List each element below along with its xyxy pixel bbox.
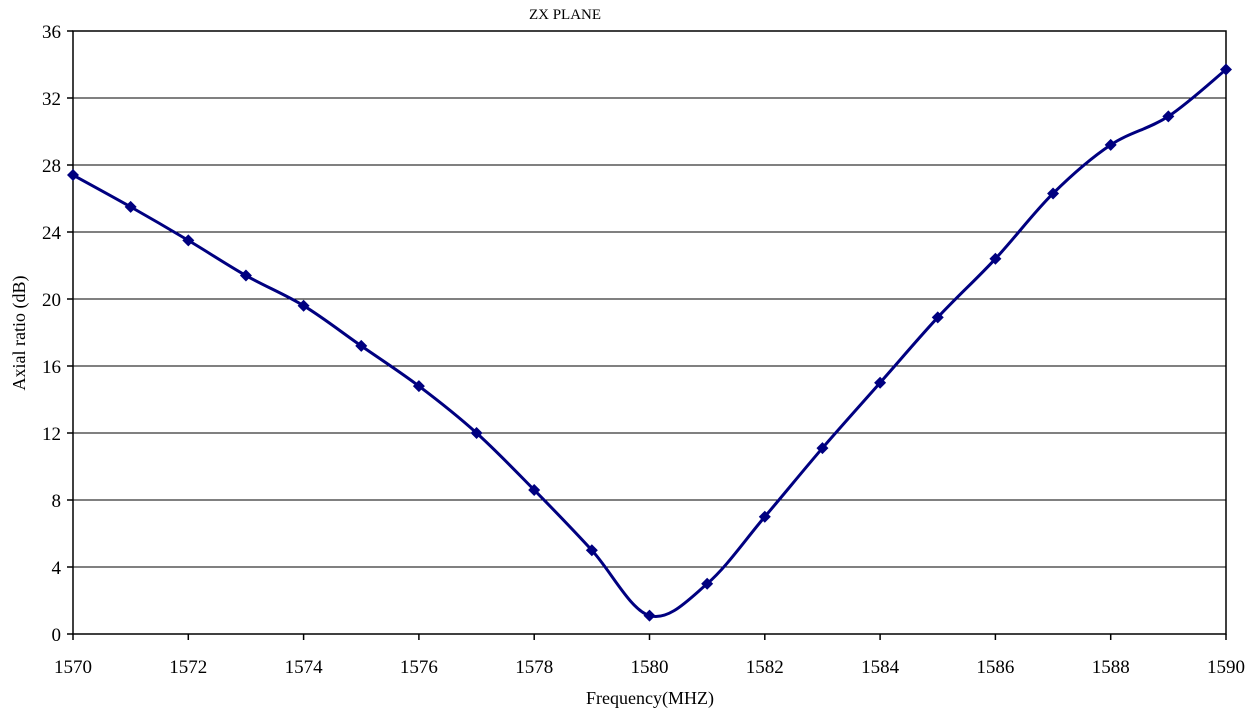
x-tick-label: 1584: [861, 657, 900, 678]
x-tick-label: 1586: [976, 657, 1014, 678]
data-point-marker: [1220, 63, 1232, 76]
x-tick-label: 1588: [1092, 657, 1130, 678]
data-point-marker: [758, 510, 771, 523]
gridlines: [73, 97, 1226, 568]
x-tick-label: 1578: [515, 657, 553, 678]
data-point-marker: [874, 376, 887, 389]
y-tick-label: 8: [52, 491, 62, 512]
data-point-marker: [931, 311, 944, 324]
y-tick-label: 32: [42, 89, 61, 110]
data-markers: [67, 63, 1232, 622]
data-point-marker: [297, 299, 310, 312]
data-point-marker: [355, 339, 368, 352]
y-tick-label: 12: [42, 424, 61, 445]
x-tick-label: 1574: [285, 657, 324, 678]
x-tick-label: 1580: [631, 657, 669, 678]
data-point-marker: [1162, 110, 1175, 123]
x-axis-title: Frequency(MHZ): [586, 688, 714, 709]
y-tick-label: 24: [42, 223, 62, 244]
y-tick-label: 0: [52, 625, 62, 646]
data-point-marker: [1104, 138, 1117, 151]
data-point-marker: [816, 442, 829, 455]
y-tick-label: 16: [42, 357, 61, 378]
y-axis-title: Axial ratio (dB): [9, 276, 30, 391]
data-point-marker: [989, 252, 1002, 265]
data-point-marker: [412, 380, 425, 393]
x-tick-label: 1570: [54, 657, 92, 678]
x-tick-label: 1572: [169, 657, 207, 678]
data-point-marker: [124, 200, 137, 213]
x-tick-label: 1576: [400, 657, 438, 678]
data-point-marker: [67, 169, 79, 182]
x-axis-ticks: 1570 1572 1574 1576 1578 1580 1582 1584 1586 1588…: [54, 634, 1245, 678]
chart-title: ZX PLANE: [529, 7, 601, 23]
y-tick-label: 4: [52, 558, 62, 579]
x-tick-label: 1582: [746, 657, 784, 678]
data-point-marker: [182, 234, 195, 247]
data-point-marker: [1047, 187, 1060, 200]
x-tick-label: 1590: [1207, 657, 1245, 678]
data-point-marker: [528, 483, 541, 496]
plot-area-frame: [72, 30, 1227, 635]
data-point-marker: [470, 427, 483, 439]
y-tick-label: 28: [42, 156, 61, 177]
y-tick-label: 36: [42, 22, 61, 43]
y-tick-label: 20: [42, 290, 61, 311]
data-point-marker: [701, 577, 714, 590]
series-line: [71, 68, 1228, 618]
data-point-marker: [585, 544, 598, 557]
data-point-marker: [239, 269, 252, 282]
data-point-marker: [643, 609, 656, 622]
y-axis-ticks: 0 4 8 12 16 20 24 28 32 36: [42, 22, 73, 646]
